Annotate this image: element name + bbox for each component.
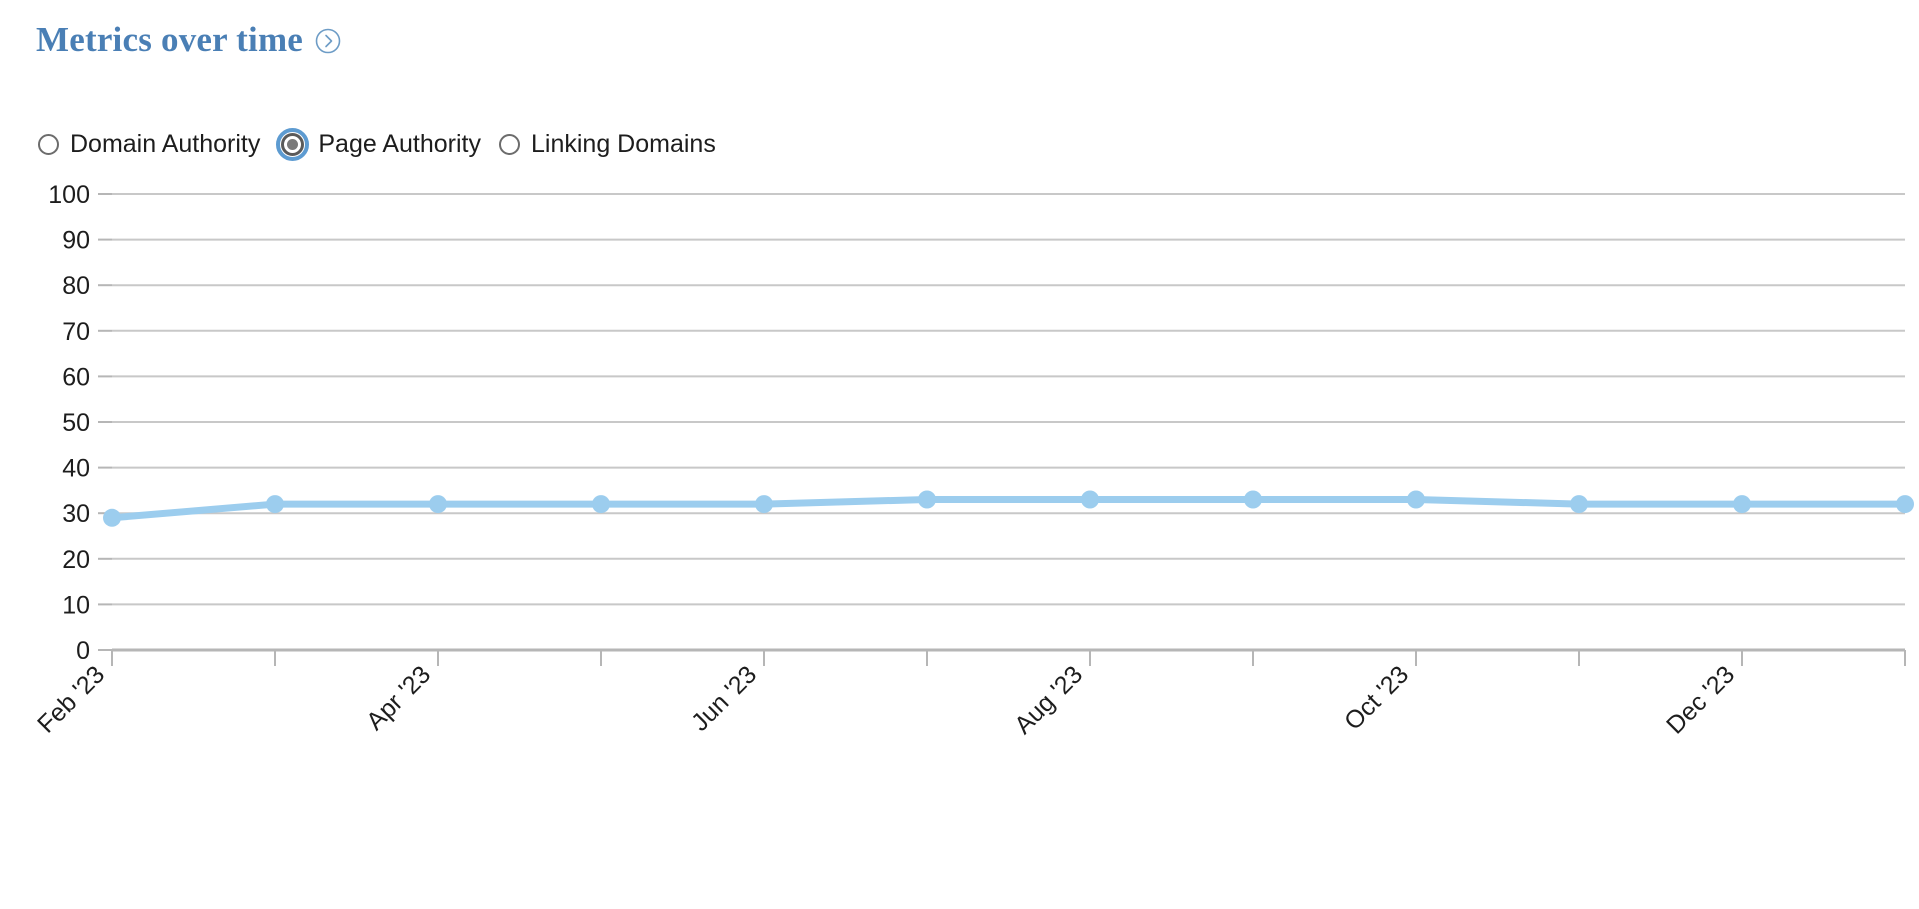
y-tick-label-0: 0 (76, 637, 90, 665)
data-point-9[interactable] (1570, 495, 1588, 514)
x-tick-label-10: Dec '23 (1661, 660, 1740, 739)
y-tick-label-30: 30 (62, 500, 90, 528)
radio-label-linking-domains: Linking Domains (531, 130, 716, 158)
series-line-page-authority (111, 496, 1905, 522)
data-point-10[interactable] (1733, 495, 1751, 514)
x-tick-label-2: Apr '23 (361, 660, 436, 735)
data-point-8[interactable] (1407, 490, 1425, 509)
radio-option-linking-domains[interactable]: Linking Domains (497, 132, 716, 157)
x-tick-label-0: Feb '23 (32, 660, 110, 738)
data-point-0[interactable] (103, 508, 121, 527)
data-point-2[interactable] (429, 495, 447, 514)
data-point-3[interactable] (592, 495, 610, 514)
y-tick-label-20: 20 (62, 546, 90, 574)
radio-circle-icon[interactable] (36, 132, 61, 157)
chart-series-page-authority (103, 490, 1914, 527)
data-point-4[interactable] (755, 495, 773, 514)
y-tick-label-50: 50 (62, 409, 90, 437)
chart-x-axis: Feb '23 Apr '23 Jun '23 Aug '23 Oct '23 Dec '… (32, 650, 1906, 740)
metrics-line-chart: 100 90 80 70 60 50 40 30 20 10 0 Feb '23 Apr '23 Jun… (0, 170, 1919, 909)
y-tick-label-60: 60 (62, 363, 90, 391)
x-tick-label-8: Oct '23 (1339, 660, 1414, 735)
y-tick-label-40: 40 (62, 455, 90, 483)
radio-circle-selected-icon[interactable] (276, 128, 310, 161)
chevron-right-circle-icon[interactable] (315, 25, 341, 54)
data-point-5[interactable] (918, 490, 936, 509)
data-point-7[interactable] (1244, 490, 1262, 509)
y-tick-label-100: 100 (48, 181, 90, 209)
data-point-1[interactable] (266, 495, 284, 514)
panel-header: Metrics over time (36, 22, 341, 57)
page-title: Metrics over time (36, 20, 304, 59)
y-tick-label-80: 80 (62, 272, 90, 300)
metric-selector: Domain Authority Page Authority Linking … (36, 128, 716, 161)
radio-option-domain-authority[interactable]: Domain Authority (36, 132, 260, 157)
x-tick-label-6: Aug '23 (1009, 660, 1088, 739)
y-tick-label-90: 90 (62, 227, 90, 255)
data-point-11[interactable] (1896, 495, 1914, 514)
radio-label-page-authority: Page Authority (318, 130, 481, 158)
radio-circle-icon[interactable] (497, 132, 522, 157)
data-point-6[interactable] (1081, 490, 1099, 509)
chart-gridlines (98, 193, 1905, 652)
y-tick-label-10: 10 (62, 591, 90, 619)
radio-option-page-authority[interactable]: Page Authority (276, 128, 481, 161)
radio-label-domain-authority: Domain Authority (70, 130, 261, 158)
y-tick-label-70: 70 (62, 318, 90, 346)
x-tick-label-4: Jun '23 (686, 660, 762, 736)
